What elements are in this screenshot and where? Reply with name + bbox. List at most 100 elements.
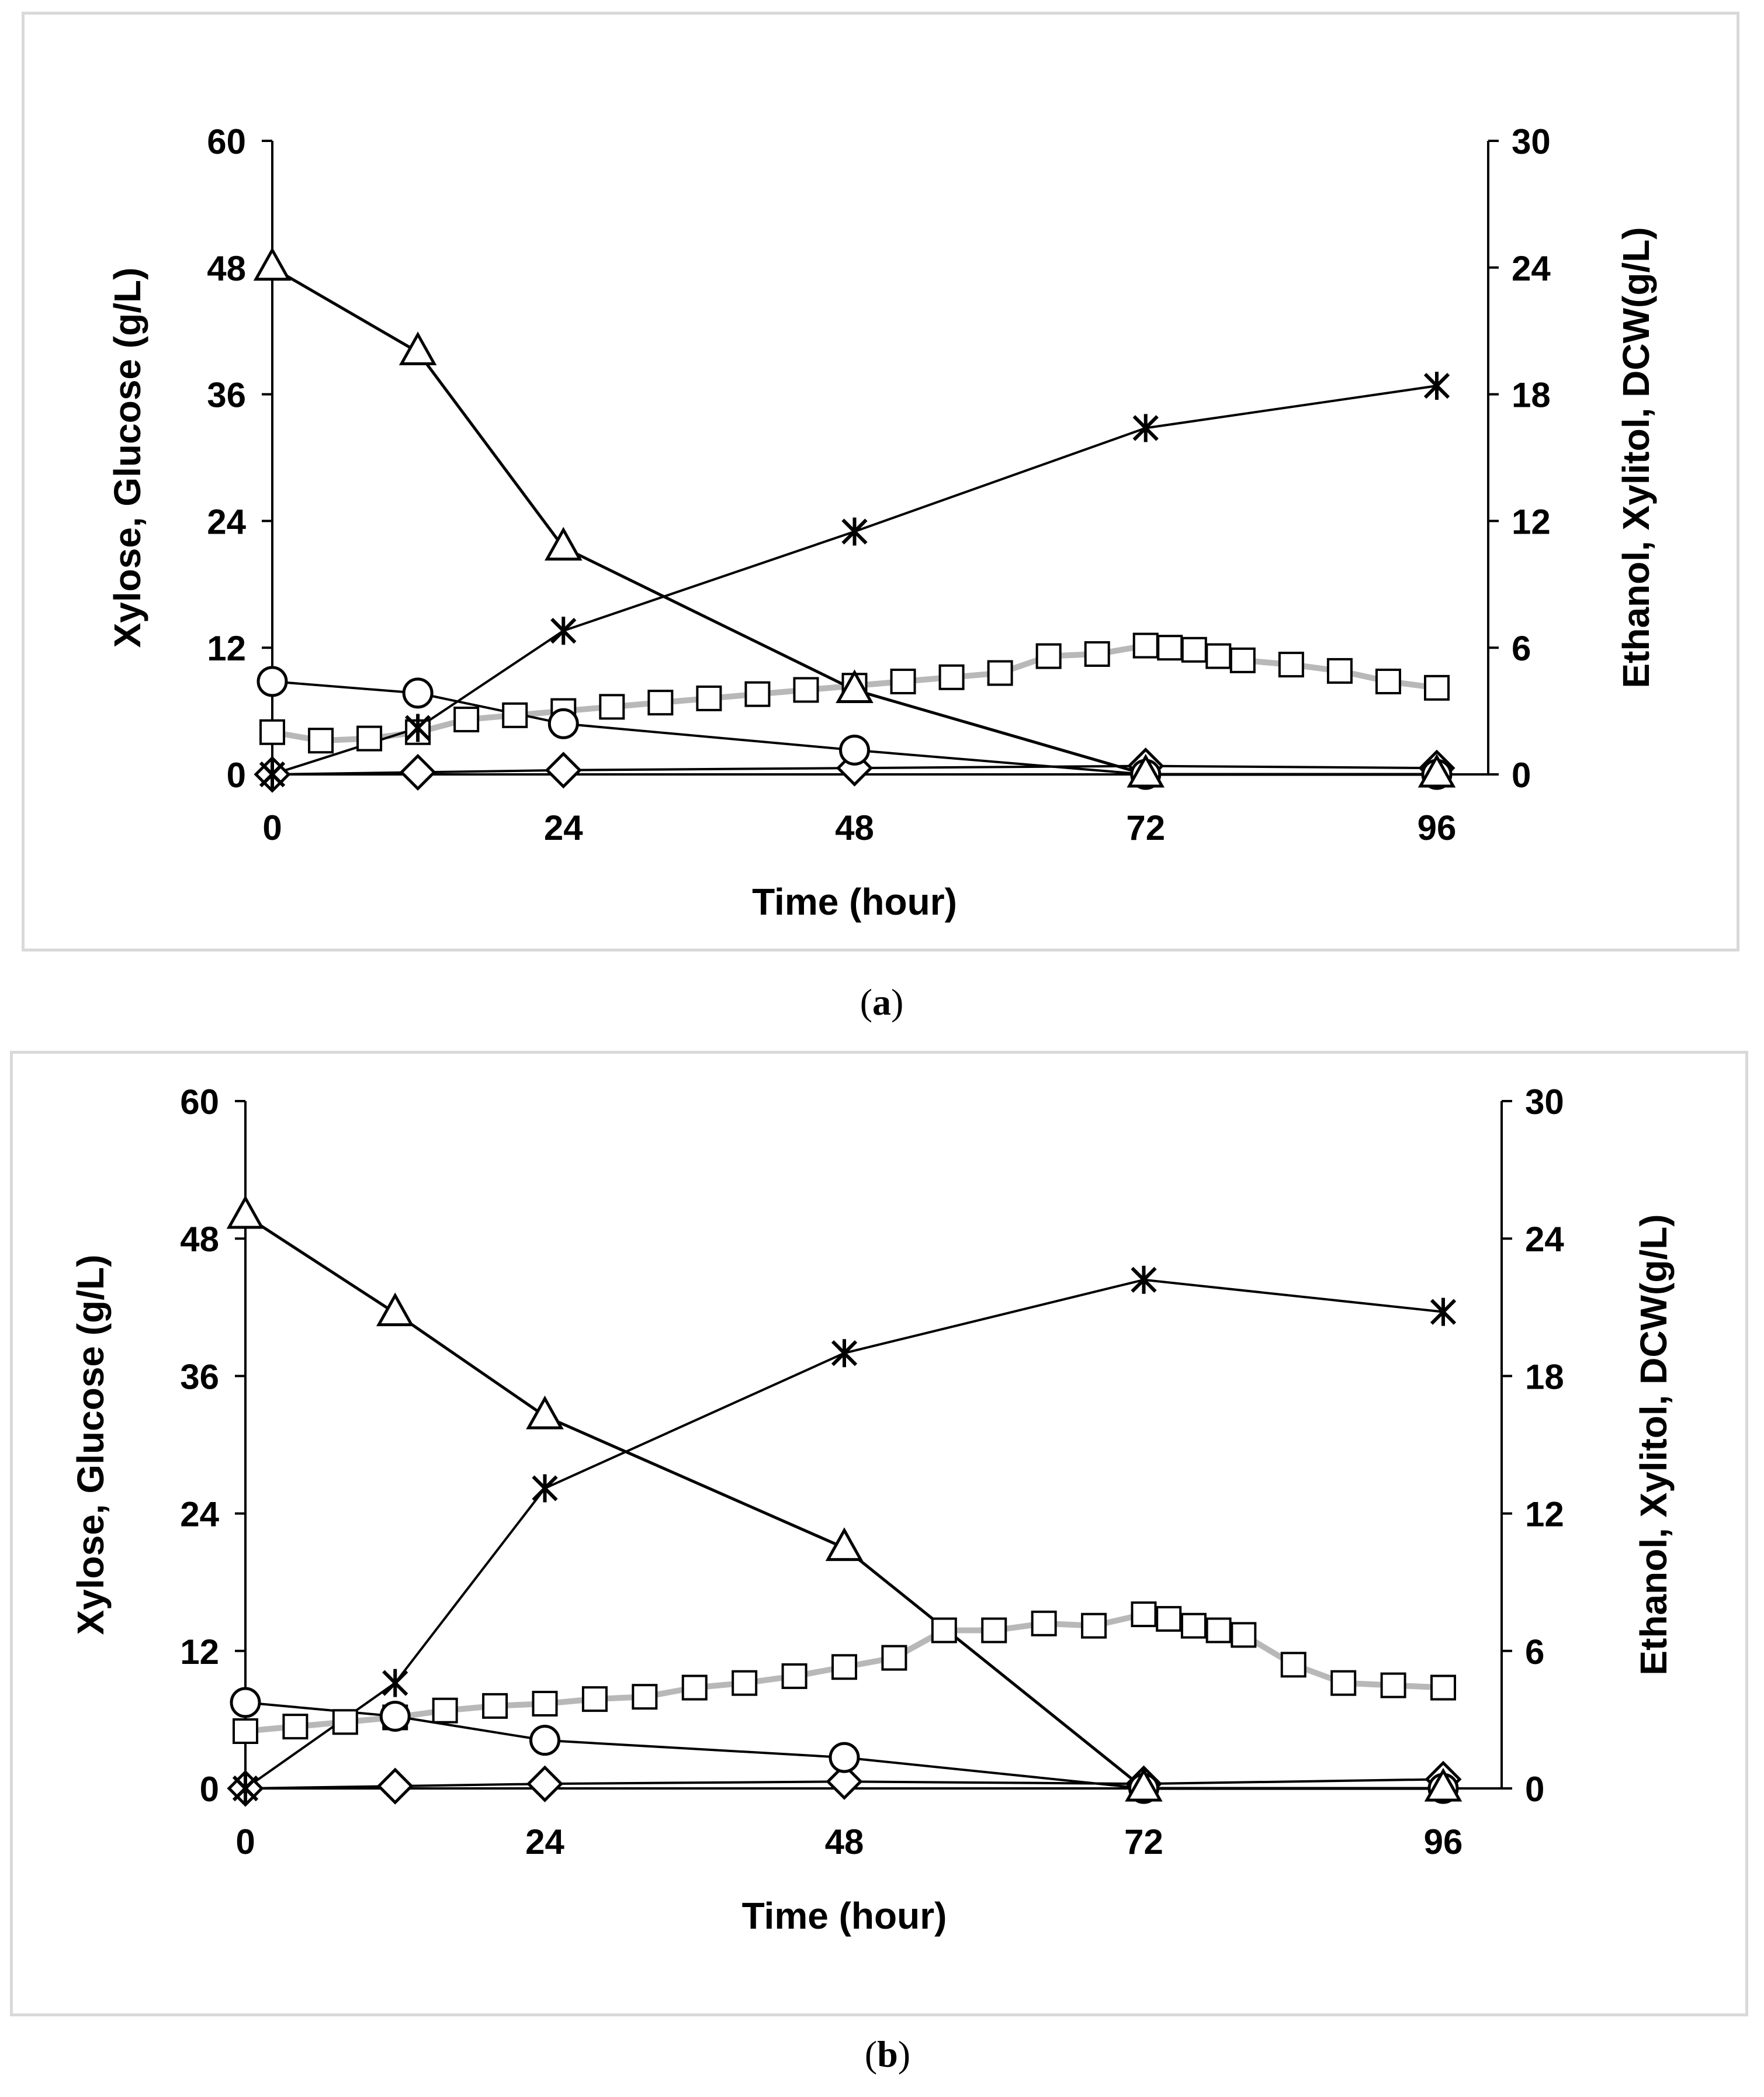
data-point-dcw: [890, 669, 916, 695]
series-line-xylose: [271, 266, 1437, 776]
data-point-xylose: [398, 331, 437, 365]
data-point-dcw: [632, 1684, 658, 1710]
data-point-xylitol: [376, 1767, 414, 1805]
data-point-xylose: [1418, 753, 1456, 788]
x-axis-title: Time (hour): [752, 881, 957, 923]
x-tick-label: 48: [835, 808, 874, 847]
series-line-ethanol: [272, 385, 1437, 776]
data-point-dcw: [259, 719, 285, 745]
data-point-xylose: [1424, 1767, 1463, 1802]
x-tick-label: 96: [1418, 808, 1457, 847]
data-point-dcw: [696, 685, 722, 711]
left-tick-label: 24: [180, 1495, 219, 1534]
data-point-ethanol: [1430, 1297, 1457, 1326]
data-point-xylitol: [399, 753, 436, 791]
right-tick-label: 24: [1512, 249, 1551, 288]
data-point-dcw: [1205, 643, 1232, 669]
data-point-xylose: [376, 1292, 414, 1327]
data-point-dcw: [282, 1714, 309, 1740]
chart-a-svg: 0 12 24 36 48 60 0 6 12 18 24 30 0 24 48 72 96 Time (hour…: [106, 122, 1657, 923]
data-point-glucose: [547, 708, 579, 739]
data-point-dcw: [881, 1645, 907, 1671]
data-point-ethanol: [232, 1774, 259, 1802]
data-point-xylose: [1125, 1767, 1163, 1802]
data-point-dcw: [1424, 674, 1450, 701]
right-tick-label: 12: [1525, 1495, 1564, 1534]
data-point-xylose: [1127, 753, 1165, 788]
left-tick-label: 0: [227, 756, 246, 795]
x-tick-label: 72: [1126, 808, 1165, 847]
left-tick-label: 0: [200, 1770, 219, 1809]
data-point-dcw: [1380, 1672, 1406, 1698]
left-tick-label: 36: [207, 376, 246, 415]
data-point-xylitol: [545, 752, 582, 789]
x-tick-label: 0: [262, 808, 282, 847]
data-point-ethanol: [1423, 372, 1450, 400]
data-point-dcw: [233, 1718, 258, 1744]
data-point-dcw: [1031, 1610, 1057, 1636]
data-point-dcw: [1084, 641, 1110, 667]
data-point-dcw: [647, 690, 674, 716]
x-tick-label: 48: [825, 1822, 864, 1861]
right-tick-label: 12: [1512, 502, 1551, 541]
x-tick-label: 24: [525, 1822, 564, 1861]
left-tick-label: 36: [180, 1357, 219, 1396]
left-tick-label: 60: [180, 1082, 219, 1122]
data-point-dcw: [1430, 1674, 1456, 1701]
left-tick-label: 12: [180, 1632, 219, 1672]
x-tick-label: 24: [544, 808, 583, 847]
data-point-dcw: [931, 1617, 957, 1643]
data-point-ethanol: [382, 1669, 408, 1697]
data-point-ethanol: [405, 714, 431, 742]
data-point-dcw: [938, 664, 965, 690]
data-point-xylose: [836, 669, 874, 703]
data-point-dcw: [356, 725, 383, 752]
series-line-xylitol: [272, 764, 1437, 776]
right-tick-label: 18: [1525, 1357, 1564, 1396]
right-tick-label: 0: [1512, 756, 1531, 795]
data-point-dcw: [1205, 1617, 1232, 1643]
data-point-dcw: [599, 694, 625, 720]
x-tick-label: 72: [1124, 1822, 1163, 1861]
data-point-ethanol: [532, 1474, 558, 1503]
right-tick-label: 30: [1525, 1082, 1564, 1122]
left-tick-label: 12: [207, 629, 246, 668]
data-point-xylitol: [826, 1763, 863, 1800]
data-point-dcw: [793, 677, 819, 703]
data-point-dcw: [732, 1670, 758, 1696]
right-tick-label: 30: [1512, 122, 1551, 161]
caption-b-label: b: [877, 2033, 898, 2075]
data-point-glucose: [379, 1701, 411, 1732]
data-point-ethanol: [1132, 414, 1159, 442]
left-tick-label: 24: [207, 502, 246, 541]
data-point-glucose: [257, 666, 288, 697]
data-point-ethanol: [259, 760, 286, 788]
caption-a: (a): [860, 981, 904, 1023]
right-y-axis-title: Ethanol, Xylitol, DCW(g/L): [1633, 1214, 1675, 1675]
data-point-dcw: [1156, 1605, 1182, 1632]
data-point-dcw: [453, 707, 480, 733]
data-point-dcw: [1229, 647, 1256, 673]
chart-b-svg: 0 12 24 36 48 60 0 6 12 18 24 30 0 24 48 72 96 Time (hour…: [70, 1082, 1675, 1937]
right-tick-label: 0: [1525, 1770, 1544, 1809]
data-point-xylose: [825, 1527, 864, 1561]
data-point-dcw: [1035, 643, 1062, 669]
chart-panel-a: 0 12 24 36 48 60 0 6 12 18 24 30 0 24 48 72 96 Time (hour…: [22, 12, 1739, 951]
data-point-dcw: [532, 1690, 558, 1717]
data-point-dcw: [332, 1709, 358, 1735]
data-point-dcw: [1181, 636, 1207, 663]
caption-b: (b): [864, 2033, 911, 2075]
right-tick-label: 18: [1512, 376, 1551, 415]
data-point-dcw: [1375, 669, 1401, 695]
data-point-dcw: [1330, 1670, 1357, 1696]
data-point-dcw: [308, 728, 334, 754]
right-tick-label: 24: [1525, 1220, 1564, 1259]
data-point-dcw: [781, 1663, 808, 1689]
data-point-glucose: [230, 1687, 261, 1718]
data-point-dcw: [1157, 635, 1183, 661]
data-point-dcw: [681, 1674, 708, 1701]
data-point-glucose: [839, 734, 870, 766]
data-point-dcw: [1278, 652, 1304, 678]
series-line-xylose: [244, 1214, 1443, 1790]
left-tick-label: 48: [180, 1220, 219, 1259]
